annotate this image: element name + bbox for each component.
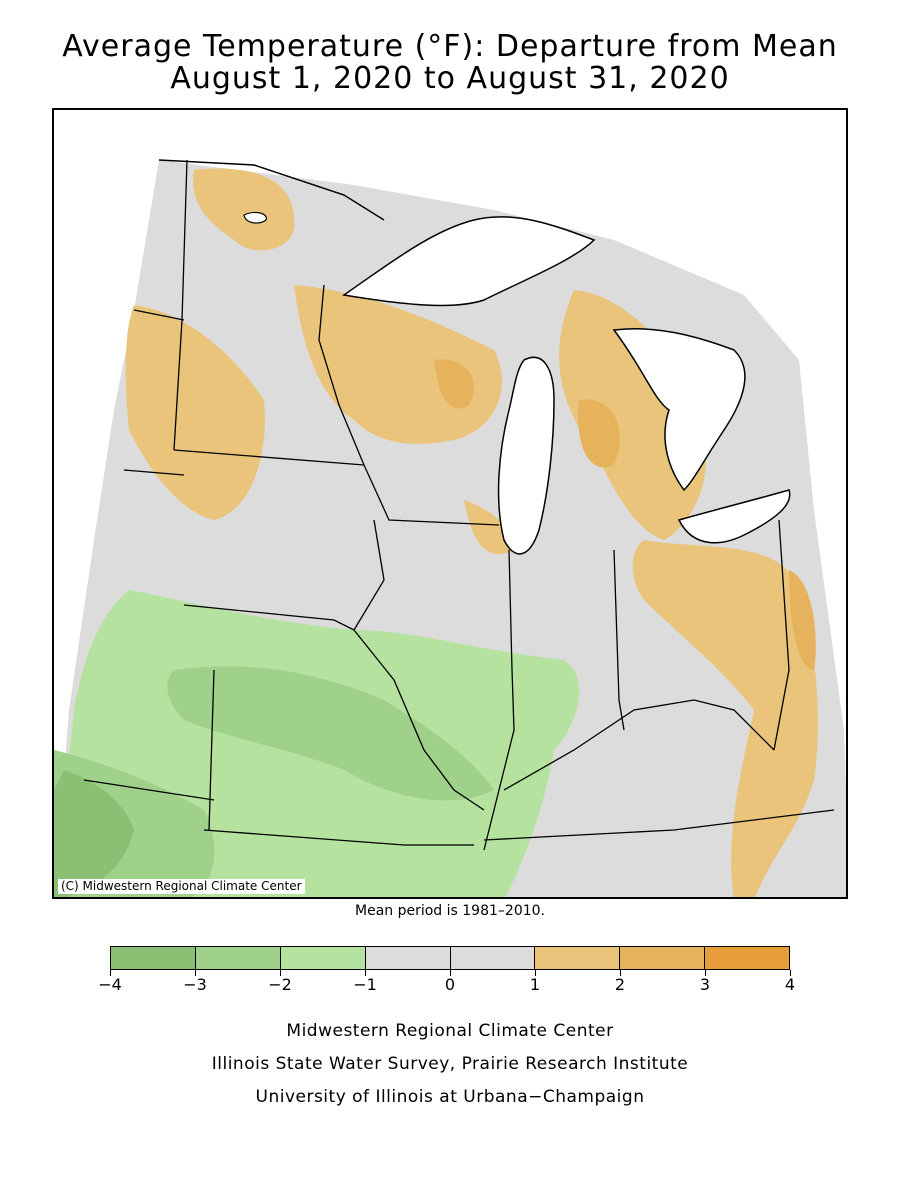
boundary-sd-nd <box>133 309 185 321</box>
boundary-ne-sd <box>123 469 185 476</box>
legend-tick-label: 1 <box>529 975 541 994</box>
legend-swatch <box>450 947 536 969</box>
map-subtitle-date-range: August 1, 2020 to August 31, 2020 <box>170 61 730 96</box>
legend-tick <box>279 970 281 976</box>
legend-tick-label: −4 <box>98 975 122 994</box>
region-cool-missouri-core <box>167 666 494 801</box>
copyright-label: (C) Midwestern Regional Climate Center <box>58 879 305 894</box>
legend-tick <box>704 970 706 976</box>
region-warm-north-dakota <box>125 305 265 520</box>
legend-tick <box>619 970 621 976</box>
boundary-mo-ar <box>203 829 474 846</box>
lake-of-the-woods <box>243 211 267 224</box>
lake-huron <box>612 327 746 492</box>
legend-swatch <box>111 947 196 969</box>
legend-tick-label: 3 <box>699 975 711 994</box>
legend-tick-label: −1 <box>353 975 377 994</box>
canada-border <box>158 159 385 221</box>
legend-tick-label: 2 <box>614 975 626 994</box>
boundary-in-oh <box>613 549 625 731</box>
boundary-mn-ia <box>173 449 365 466</box>
legend-tick <box>109 970 111 976</box>
region-warm-indiana-north <box>464 500 514 555</box>
region-cool-kansas-deep <box>54 770 134 897</box>
map-frame: (C) Midwestern Regional Climate Center <box>52 108 848 899</box>
legend-swatch <box>535 947 621 969</box>
legend-tick <box>534 970 536 976</box>
region-warm-michigan <box>559 290 706 540</box>
boundary-ks-ne <box>83 779 215 801</box>
legend-tick <box>364 970 366 976</box>
legend-swatch <box>280 947 366 969</box>
region-warm-wisconsin-core <box>434 359 475 409</box>
legend-swatch <box>620 947 706 969</box>
boundary-ia-mo <box>183 604 355 631</box>
legend-swatch <box>195 947 281 969</box>
state-boundaries <box>83 159 835 851</box>
map-title: Average Temperature (°F): Departure from… <box>62 29 838 64</box>
legend-tick-label: −2 <box>268 975 292 994</box>
lake-michigan <box>497 356 555 555</box>
legend-tick <box>194 970 196 976</box>
legend-tick <box>449 970 451 976</box>
legend-tick-label: 0 <box>444 975 456 994</box>
boundary-ky-tn <box>483 809 835 841</box>
boundary-mississippi <box>353 519 485 811</box>
legend-swatch <box>365 947 451 969</box>
boundary-ks-mo <box>208 669 215 831</box>
lake-erie <box>677 489 791 544</box>
map-canvas <box>54 159 846 897</box>
boundary-mn-wi <box>318 284 365 466</box>
boundary-ky-north <box>503 699 775 791</box>
region-warm-ohio <box>632 540 818 897</box>
credit-line-isws: Illinois State Water Survey, Prairie Res… <box>211 1054 689 1074</box>
boundary-wi-ia-il <box>363 464 500 526</box>
legend-tick-label: −3 <box>183 975 207 994</box>
legend-tick-label: 4 <box>784 975 796 994</box>
credit-line-mrcc: Midwestern Regional Climate Center <box>286 1021 614 1041</box>
region-warm-michigan-core <box>578 399 620 468</box>
lake-superior <box>342 216 596 307</box>
color-legend <box>110 946 790 970</box>
legend-tick <box>789 970 791 976</box>
region-warm-north-minnesota <box>193 168 295 251</box>
mean-period-note: Mean period is 1981–2010. <box>355 903 545 919</box>
boundary-oh-east <box>773 519 790 751</box>
boundary-il-in <box>483 549 515 851</box>
region-warm-ohio-core <box>789 570 816 670</box>
credit-line-uiuc: University of Illinois at Urbana−Champai… <box>255 1087 645 1107</box>
legend-swatch <box>705 947 789 969</box>
